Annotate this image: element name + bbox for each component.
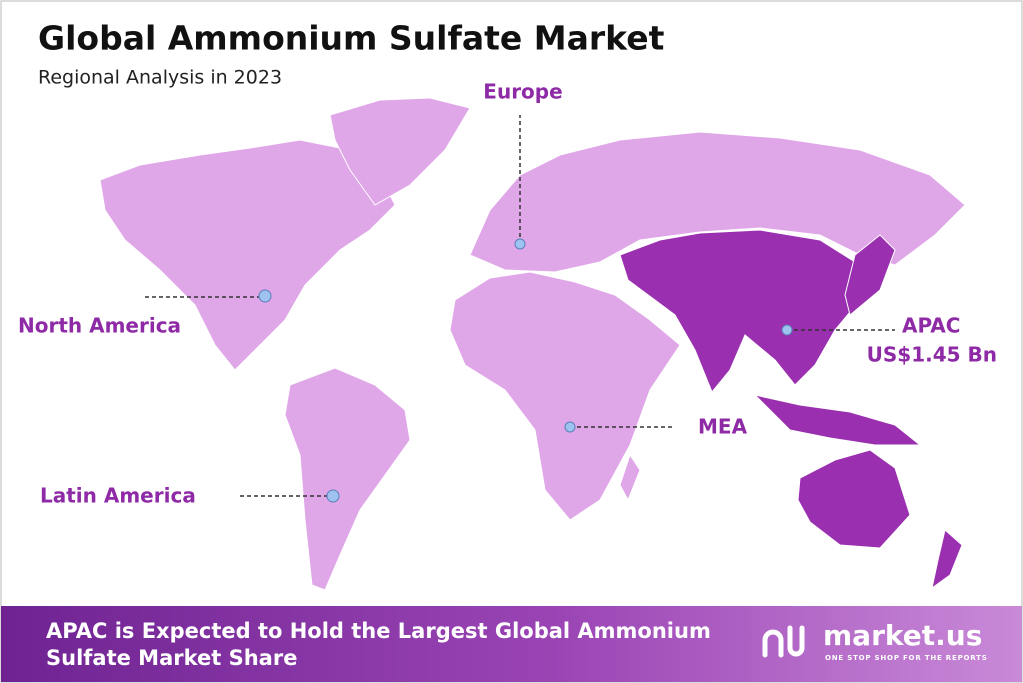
brand-logo — [762, 625, 805, 658]
marker — [514, 238, 526, 250]
marker — [258, 289, 272, 303]
footer-text: Sulfate Market Share — [46, 646, 297, 670]
subtitle: Regional Analysis in 2023 — [38, 67, 282, 89]
marker — [326, 489, 340, 503]
footer-text: APAC is Expected to Hold the Largest Glo… — [46, 619, 711, 643]
brand-tagline: ONE STOP SHOP FOR THE REPORTS — [825, 654, 988, 662]
region-value: US$1.45 Bn — [867, 343, 997, 367]
region-label: APAC — [902, 314, 960, 338]
brand-name: market.us — [823, 619, 982, 652]
footer-band — [1, 606, 1022, 682]
region-label: North America — [18, 314, 181, 338]
markers — [145, 115, 895, 503]
region-label: MEA — [698, 415, 748, 439]
region-label: Europe — [483, 80, 562, 104]
world-map — [99, 97, 966, 591]
region-label: Latin America — [40, 484, 196, 508]
marker — [564, 421, 576, 433]
title: Global Ammonium Sulfate Market — [38, 19, 665, 58]
marker — [781, 324, 793, 336]
